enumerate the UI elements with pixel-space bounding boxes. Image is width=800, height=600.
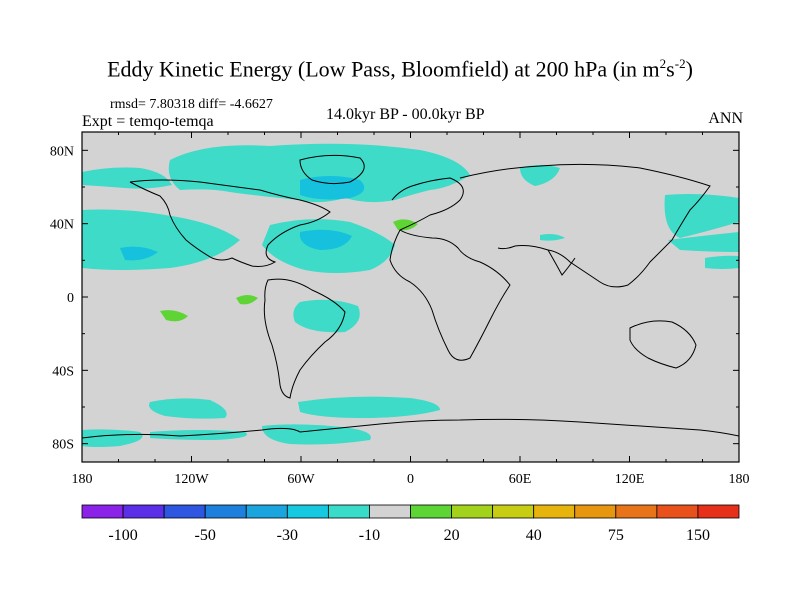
southern-ocean-region — [298, 396, 440, 418]
season-label: ANN — [708, 110, 743, 127]
greenland-coast — [299, 154, 365, 185]
south-america-coast — [263, 278, 346, 399]
lon-tick-label: 180 — [729, 472, 750, 487]
colorbar-swatch — [451, 504, 494, 519]
east-asia-region — [668, 232, 739, 252]
west-pacific-region — [664, 194, 739, 238]
colorbar-label: -30 — [277, 527, 298, 544]
colorbar-label: -50 — [195, 527, 216, 544]
lon-tick-label: 60W — [287, 472, 315, 487]
antarctic-rim-region — [82, 429, 143, 447]
india-coast — [547, 249, 576, 276]
colorbar-swatch — [122, 504, 165, 519]
period-label: 14.0kyr BP - 00.0kyr BP — [326, 106, 485, 123]
map-tick-marks — [81, 132, 740, 462]
lon-tick-label: 60E — [509, 472, 532, 487]
colorbar-swatch — [697, 504, 740, 519]
lon-tick-label: 120W — [174, 472, 209, 487]
south-atlantic-band — [262, 424, 371, 445]
colorbar-label: 150 — [686, 527, 710, 544]
central-pacific-positive — [236, 295, 258, 305]
colorbar-swatch — [327, 504, 370, 519]
arctic-north-pacific-region — [82, 167, 172, 189]
colorbar-label: -10 — [359, 527, 380, 544]
north-america-coast — [129, 179, 331, 267]
colorbar-label: 20 — [444, 527, 460, 544]
colorbar — [81, 504, 740, 519]
lat-tick-label: 0 — [67, 291, 74, 306]
lat-tick-label: 40S — [52, 364, 74, 379]
australia-coast — [629, 320, 697, 369]
east-europe-region — [520, 165, 560, 186]
iberia-positive — [393, 219, 418, 231]
colorbar-swatch — [163, 504, 206, 519]
colorbar-swatch — [656, 504, 699, 519]
longitude-labels: 180 120W 60W 0 60E 120E 180 — [72, 472, 750, 487]
colorbar-swatch — [410, 504, 452, 519]
colorbar-swatch — [286, 504, 329, 519]
stats-text: rmsd= 7.80318 diff= -4.6627 — [110, 97, 273, 112]
atlantic-core — [299, 229, 352, 250]
lat-tick-label: 80N — [50, 144, 74, 159]
north-pacific-region — [82, 209, 240, 270]
colorbar-swatch — [533, 504, 576, 519]
anomaly-fields — [82, 143, 739, 447]
colorbar-swatch — [369, 504, 411, 519]
lon-tick-label: 0 — [407, 472, 414, 487]
coastlines — [82, 154, 739, 439]
chart-title: Eddy Kinetic Energy (Low Pass, Bloomfiel… — [107, 56, 693, 82]
lat-tick-label: 80S — [52, 438, 74, 453]
latitude-labels: 80N 40N 0 40S 80S — [50, 144, 74, 452]
east-pacific-positive — [160, 310, 188, 322]
colorbar-swatch — [615, 504, 658, 519]
colorbar-swatch — [81, 504, 124, 519]
europe-africa-coast — [389, 177, 511, 361]
colorbar-label: -100 — [108, 527, 137, 544]
experiment-label: Expt = temqo-temqa — [82, 113, 214, 130]
colorbar-label: 40 — [526, 527, 542, 544]
south-pacific-region — [149, 398, 227, 419]
colorbar-swatch — [492, 504, 535, 519]
colorbar-swatch — [574, 504, 617, 519]
antarctica-coast — [82, 418, 739, 439]
lat-tick-label: 40N — [50, 218, 74, 233]
colorbar-swatch — [204, 504, 247, 519]
colorbar-labels: -100 -50 -30 -10 20 40 75 150 — [108, 527, 710, 544]
lon-tick-label: 120E — [615, 472, 645, 487]
tropical-atlantic-region — [293, 299, 360, 333]
asia-tail-region — [540, 234, 565, 241]
colorbar-swatch — [245, 504, 288, 519]
lon-tick-label: 180 — [72, 472, 93, 487]
northwest-pacific-strip — [705, 255, 739, 269]
colorbar-label: 75 — [608, 527, 624, 544]
pacific-core — [120, 246, 158, 261]
